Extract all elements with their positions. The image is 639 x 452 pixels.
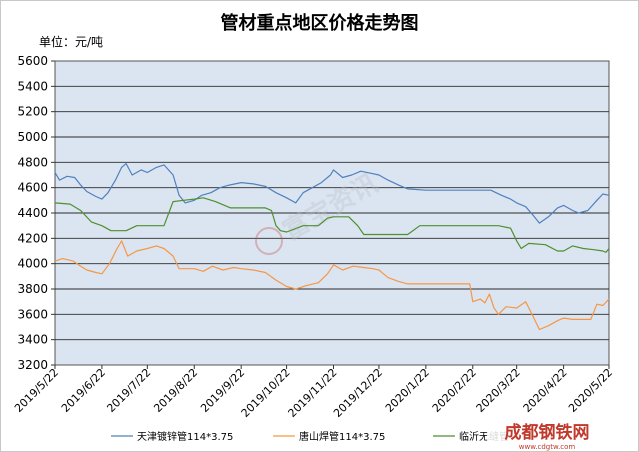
series-line-3 <box>54 197 610 253</box>
x-tick-label: 2020/1/22 <box>383 366 432 415</box>
x-tick-label: 2019/7/22 <box>104 366 153 415</box>
x-tick-label: 2019/10/22 <box>239 366 293 420</box>
corner-watermark-text: 成都钢铁网 <box>505 422 590 443</box>
x-tick-label: 2020/4/22 <box>521 366 570 415</box>
x-tick-label: 2019/9/22 <box>198 366 247 415</box>
y-tick-label: 3800 <box>17 282 48 296</box>
unit-label: 单位：元/吨 <box>39 35 104 49</box>
y-tick-label: 4800 <box>17 155 48 169</box>
y-tick-label: 3200 <box>17 358 48 372</box>
y-tick-label: 5000 <box>17 130 48 144</box>
x-tick-label: 2019/12/22 <box>331 366 385 420</box>
y-tick-label: 5400 <box>17 79 48 93</box>
x-tick-label: 2020/3/22 <box>474 366 523 415</box>
series-line-1 <box>54 163 610 224</box>
y-tick-label: 4400 <box>17 206 48 220</box>
x-tick-label: 2019/8/22 <box>151 366 200 415</box>
x-tick-label: 2019/5/22 <box>12 366 61 415</box>
y-tick-label: 5200 <box>17 105 48 119</box>
corner-watermark-bg <box>487 421 607 445</box>
y-tick-label: 4200 <box>17 231 48 245</box>
legend-label-2: 唐山焊管114*3.75 <box>299 430 385 443</box>
series-line-2 <box>54 240 610 331</box>
x-tick-label: 2020/2/22 <box>430 366 479 415</box>
legend-label-1: 天津镀锌管114*3.75 <box>137 430 233 443</box>
y-tick-label: 3600 <box>17 307 48 321</box>
chart-title: 管材重点地区价格走势图 <box>220 13 419 34</box>
corner-watermark-url: www.cdgtw.com <box>519 443 576 451</box>
y-tick-label: 4000 <box>17 257 48 271</box>
y-tick-label: 4600 <box>17 181 48 195</box>
x-tick-label: 2019/6/22 <box>59 366 108 415</box>
y-tick-label: 3400 <box>17 333 48 347</box>
x-tick-label: 2020/5/22 <box>566 366 615 415</box>
y-tick-label: 5600 <box>17 54 48 68</box>
